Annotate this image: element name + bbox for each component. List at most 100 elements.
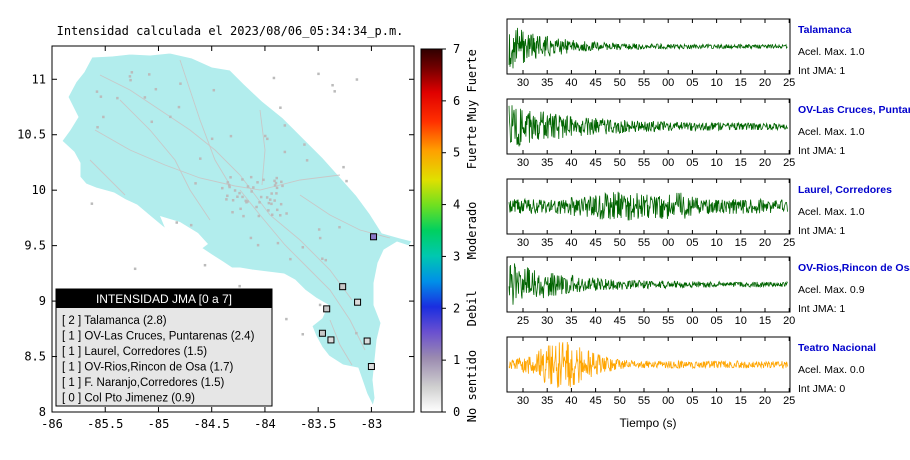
locality-dot xyxy=(257,214,261,218)
jma-intensity: Int JMA: 1 xyxy=(798,303,845,315)
locality-dot xyxy=(129,78,132,82)
locality-dot xyxy=(116,96,119,100)
colorbar-tick-label: 6 xyxy=(453,94,460,108)
locality-dot xyxy=(355,331,358,335)
waveform-trace xyxy=(508,105,788,147)
waveform-tick-label: 40 xyxy=(565,395,577,407)
locality-dot xyxy=(333,90,336,93)
waveform-tick-label: 15 xyxy=(735,395,747,407)
waveform-tick-label: 50 xyxy=(614,237,626,249)
locality-dot xyxy=(267,201,271,205)
colorbar-tick-label: 4 xyxy=(453,198,460,212)
waveform-tick-label: 00 xyxy=(662,395,674,407)
jma-intensity: Int JMA: 1 xyxy=(798,225,845,237)
locality-dot xyxy=(169,115,172,119)
gulf-of-nicoya xyxy=(160,216,208,250)
station-name: Laurel, Corredores xyxy=(798,184,892,196)
station-name: OV-Rios,Rincon de Osa xyxy=(798,262,910,274)
jma-intensity: Int JMA: 0 xyxy=(798,383,845,395)
colorbar-category-labels: No sentido Debil Moderado Fuerte Muy Fuerte xyxy=(465,49,479,422)
colorbar: 0 1 2 3 4 5 6 7 No sentido Debil Moderado Fuerte Mu… xyxy=(420,42,479,422)
waveform-tick-label: 45 xyxy=(589,395,601,407)
locality-dot xyxy=(128,75,132,78)
legend-frame xyxy=(55,288,273,407)
map-y-tick-label: 10.5 xyxy=(17,128,46,142)
max-acceleration: Acel. Max. 1.0 xyxy=(798,206,865,218)
map-y-tick-label: 9.5 xyxy=(24,239,46,253)
station-marker xyxy=(363,337,371,345)
locality-dot xyxy=(270,213,274,217)
locality-dot xyxy=(279,106,282,109)
locality-dot xyxy=(130,71,134,74)
waveform-tick-label: 50 xyxy=(614,395,626,407)
locality-dot xyxy=(231,210,234,214)
locality-dot xyxy=(301,333,305,336)
locality-dot xyxy=(246,200,249,203)
waveform-tick-label: 40 xyxy=(589,315,601,327)
map-y-tick-label: 8.5 xyxy=(24,350,46,364)
locality-dot xyxy=(229,134,233,138)
legend-entry: [ 1 ] OV-Las Cruces, Puntarenas (2.4) xyxy=(62,331,255,343)
locality-dot xyxy=(252,186,255,189)
waveform-trace xyxy=(508,191,788,221)
station-marker xyxy=(327,336,335,344)
locality-dot xyxy=(285,212,288,215)
station-markers xyxy=(318,233,378,371)
waveform-tick-label: 05 xyxy=(686,237,698,249)
locality-dot xyxy=(96,125,99,129)
map-title: Intensidad calculada el 2023/08/06_05:34… xyxy=(57,24,404,38)
locality-dot xyxy=(275,192,278,195)
locality-dot xyxy=(338,225,341,229)
jma-intensity: Int JMA: 1 xyxy=(798,145,845,157)
waveform-tick-label: 50 xyxy=(614,157,626,169)
map-x-tick-label: -85 xyxy=(148,417,170,431)
waveform-tick-label: 35 xyxy=(541,395,553,407)
waveform-tick-label: 25 xyxy=(517,315,529,327)
waveform-tick-label: 40 xyxy=(565,77,577,89)
locality-dot xyxy=(273,199,276,202)
locality-dot xyxy=(267,209,270,212)
locality-dot xyxy=(345,179,348,183)
locality-dot xyxy=(231,198,235,202)
waveform-tick-label: 20 xyxy=(783,315,795,327)
locality-dot xyxy=(273,184,277,187)
locality-dot xyxy=(303,143,306,146)
station-marker xyxy=(339,283,347,291)
locality-dot xyxy=(175,221,178,224)
waveform-tick-label: 15 xyxy=(735,157,747,169)
max-acceleration: Acel. Max. 1.0 xyxy=(798,46,865,58)
waveform-tick-label: 10 xyxy=(710,237,722,249)
locality-dot xyxy=(225,198,228,201)
waveform-tick-label: 30 xyxy=(517,395,529,407)
max-acceleration: Acel. Max. 1.0 xyxy=(798,126,865,138)
locality-dot xyxy=(233,189,237,192)
waveform-tick-label: 55 xyxy=(638,157,650,169)
legend-box: INTENSIDAD JMA [0 a 7] [ 2 ] Talamanca (… xyxy=(55,288,273,407)
locality-dot xyxy=(150,120,154,124)
waveform-tick-label: 45 xyxy=(589,237,601,249)
locality-dot xyxy=(90,202,94,205)
waveform-tick-label: 45 xyxy=(589,77,601,89)
map-frame xyxy=(51,45,415,413)
waveform-tick-label: 50 xyxy=(638,315,650,327)
colorbar-category-label: Moderado xyxy=(465,202,479,260)
map-x-tick-label: -84 xyxy=(254,417,276,431)
map-x-tick-label: -86 xyxy=(41,417,63,431)
waveform-tick-label: 40 xyxy=(565,157,577,169)
locality-dot xyxy=(275,208,279,212)
waveform-tick-label: 55 xyxy=(662,315,674,327)
waveform-tick-label: 20 xyxy=(759,157,771,169)
waveform-tick-label: 10 xyxy=(735,315,747,327)
waveform-tick-label: 15 xyxy=(735,77,747,89)
locality-dot xyxy=(268,198,272,201)
waveform-trace xyxy=(508,263,788,305)
station-marker xyxy=(367,363,375,371)
waveform-tick-label: 55 xyxy=(638,77,650,89)
legend-entry: [ 2 ] Talamanca (2.8) xyxy=(62,315,167,327)
locality-dot xyxy=(194,182,197,185)
waveform-trace xyxy=(508,341,788,388)
map-x-tick-label: -83 xyxy=(361,417,383,431)
station-marker xyxy=(318,329,326,337)
locality-dot xyxy=(241,178,244,181)
map-y-axis: 11 10.5 10 9.5 9 8.5 8 xyxy=(17,72,414,419)
